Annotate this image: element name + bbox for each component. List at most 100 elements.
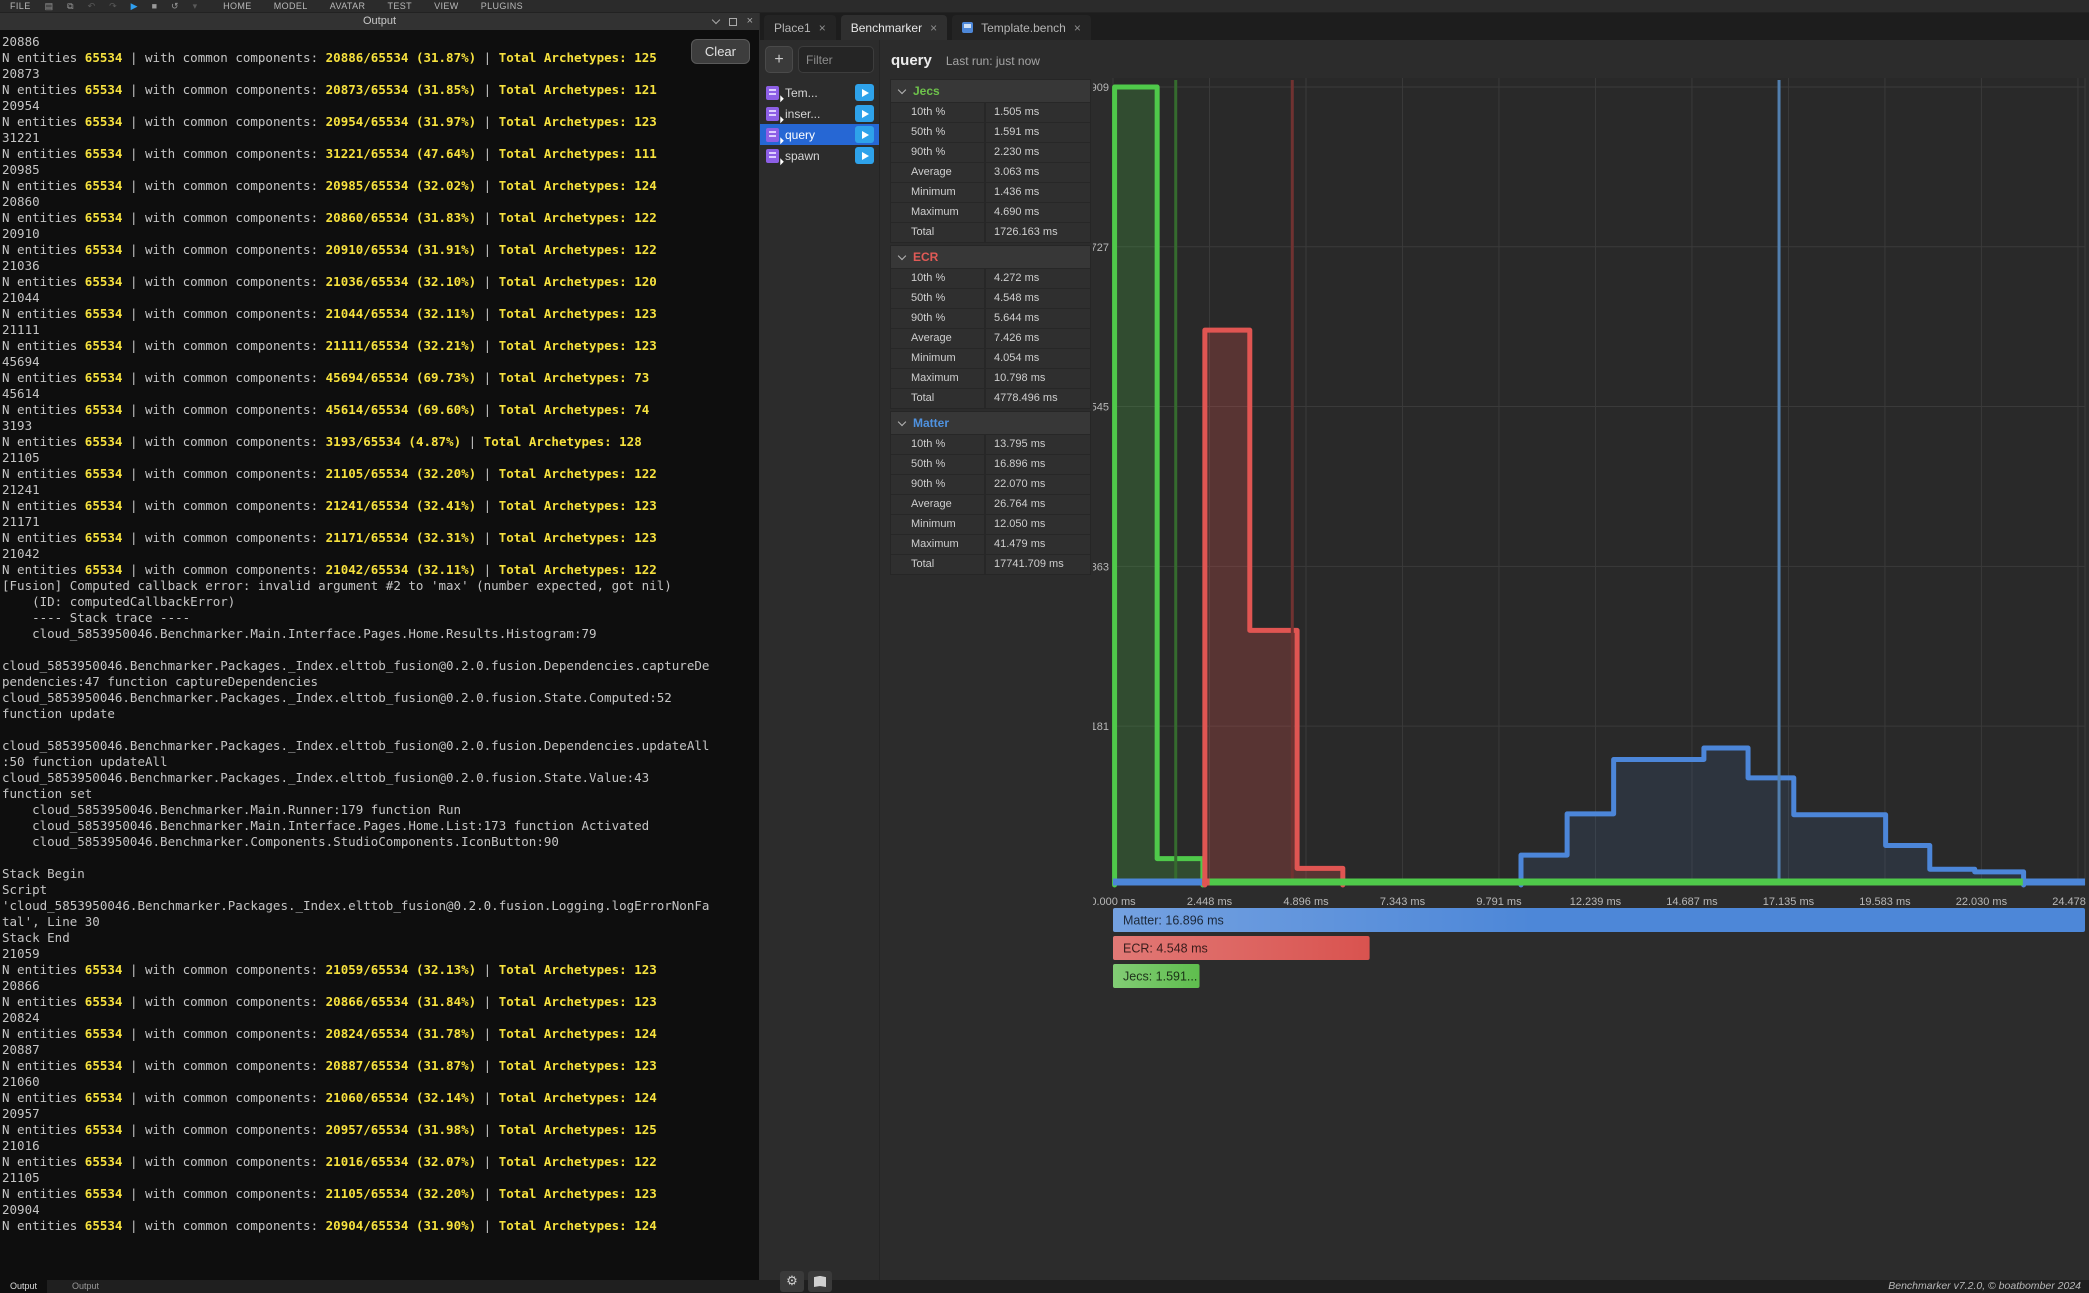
export-icon[interactable]: ⧉ (67, 0, 74, 11)
doc-tab-template-bench[interactable]: Template.bench × (952, 15, 1091, 40)
menu-plugins[interactable]: PLUGINS (480, 1, 523, 11)
stats-row: 90th % 5.644 ms (891, 308, 1090, 328)
play-icon[interactable]: ▶ (130, 0, 138, 11)
menu-model[interactable]: MODEL (273, 1, 308, 11)
log-entity-count: 21111 (2, 322, 40, 337)
log-entry: N entities 65534 | with common component… (2, 1186, 657, 1201)
filter-input[interactable] (798, 46, 874, 73)
log-error-line: Stack Begin (2, 866, 93, 881)
svg-text:363: 363 (1093, 561, 1109, 573)
reset-icon[interactable]: ↺ (171, 0, 179, 11)
stats-section-header[interactable]: ECR (891, 246, 1090, 268)
log-error-line: cloud_5853950046.Benchmarker.Main.Runner… (2, 802, 469, 817)
close-icon[interactable]: × (746, 15, 753, 27)
benchmark-item-inser[interactable]: inser... (760, 103, 879, 124)
log-error-line: cloud_5853950046.Benchmarker.Main.Interf… (2, 626, 605, 641)
menu-home[interactable]: HOME (223, 1, 252, 11)
stats-section-header[interactable]: Matter (891, 412, 1090, 434)
chevron-down-icon[interactable] (711, 15, 720, 25)
redo-icon[interactable]: ↷ (109, 0, 117, 11)
add-benchmark-button[interactable]: + (765, 46, 793, 73)
run-benchmark-button[interactable] (855, 84, 874, 101)
benchmark-item-query[interactable]: query (760, 124, 879, 145)
menu-test[interactable]: TEST (387, 1, 413, 11)
stats-table: Jecs 10th % 1.505 ms 50th % 1.591 ms 90th % 2.… (890, 79, 1091, 577)
svg-text:24.478 ms: 24.478 ms (2052, 896, 2089, 908)
svg-text:0.000 ms: 0.000 ms (1093, 896, 1136, 908)
stat-label: 50th % (891, 289, 986, 308)
stats-row: 90th % 22.070 ms (891, 474, 1090, 494)
script-icon (766, 85, 779, 100)
doc-tab-label: Place1 (774, 20, 811, 35)
log-error-line: cloud_5853950046.Benchmarker.Packages._I… (2, 738, 717, 753)
log-error-line: (ID: computedCallbackError) (2, 594, 243, 609)
benchmark-item-tem[interactable]: Tem... (760, 82, 879, 103)
menu-view[interactable]: VIEW (434, 1, 459, 11)
stat-value: 16.896 ms (994, 458, 1046, 470)
stop-icon[interactable]: ■ (151, 0, 158, 11)
log-error-line: 'cloud_5853950046.Benchmarker.Packages._… (2, 898, 717, 913)
doc-tab-benchmarker[interactable]: Benchmarker × (840, 15, 948, 40)
log-entity-count: 20910 (2, 226, 40, 241)
clear-button[interactable]: Clear (690, 39, 750, 64)
stat-label: 10th % (891, 269, 986, 288)
log-error-line: cloud_5853950046.Benchmarker.Packages._I… (2, 690, 680, 705)
output-titlebar[interactable]: Output × (0, 13, 759, 30)
log-entity-count: 21060 (2, 1074, 40, 1089)
log-entity-count: 20824 (2, 1010, 40, 1025)
log-entity-count: 20985 (2, 162, 40, 177)
stats-row: 50th % 16.896 ms (891, 454, 1090, 474)
bottom-tab-output-2[interactable]: Output (72, 1281, 100, 1291)
chevron-down-icon (897, 85, 907, 95)
run-benchmark-button[interactable] (855, 105, 874, 122)
log-entity-count: 20957 (2, 1106, 40, 1121)
stats-row: Minimum 12.050 ms (891, 514, 1090, 534)
benchmark-item-label: inser... (785, 106, 821, 121)
run-benchmark-button[interactable] (855, 126, 874, 143)
stat-value: 4.548 ms (994, 292, 1040, 304)
log-entity-count: 20866 (2, 978, 40, 993)
docs-book-button[interactable] (808, 1271, 832, 1292)
undo-icon[interactable]: ↶ (87, 0, 96, 11)
stat-value: 4.054 ms (994, 352, 1040, 364)
log-entity-count: 20904 (2, 1202, 40, 1217)
stats-row: 50th % 4.548 ms (891, 288, 1090, 308)
log-entry: N entities 65534 | with common component… (2, 434, 642, 449)
file-menu[interactable]: FILE (10, 1, 31, 11)
tab-close-icon[interactable]: × (1073, 20, 1081, 35)
stat-label: Total (891, 555, 986, 574)
bottom-bar: Output Output ⚙ Benchmarker v7.2.0, © bo… (0, 1271, 2089, 1293)
tab-close-icon[interactable]: × (818, 20, 826, 35)
log-entity-count: 21171 (2, 514, 40, 529)
stats-section-header[interactable]: Jecs (891, 80, 1090, 102)
settings-gear-button[interactable]: ⚙ (780, 1271, 804, 1292)
chevron-down-icon (897, 417, 907, 427)
stat-label: Minimum (891, 515, 986, 534)
log-entry: N entities 65534 | with common component… (2, 1090, 657, 1105)
stat-value: 4.272 ms (994, 272, 1040, 284)
log-error-line: function update (2, 706, 123, 721)
log-entry: N entities 65534 | with common component… (2, 530, 657, 545)
dock-icon[interactable] (728, 17, 737, 26)
histogram-chart[interactable]: 181 363 545 727 909 0.000 ms 2.448 ms 4.896 ms 7… (1090, 58, 2089, 998)
log-entry: N entities 65534 | with common component… (2, 1154, 657, 1169)
log-entry: N entities 65534 | with common component… (2, 1058, 657, 1073)
bottom-tab-output-1[interactable]: Output (0, 1280, 48, 1293)
log-error-line: tal', Line 30 (2, 914, 108, 929)
menu-avatar[interactable]: AVATAR (329, 1, 366, 11)
output-title: Output (362, 15, 397, 27)
clipboard-icon[interactable]: ▤ (44, 0, 54, 11)
output-console[interactable]: 20886 N entities 65534 | with common comp… (0, 30, 759, 1280)
log-entity-count: 21016 (2, 1138, 40, 1153)
svg-text:909: 909 (1093, 82, 1109, 94)
caret-down-icon[interactable]: ▾ (192, 0, 198, 11)
stats-row: 50th % 1.591 ms (891, 122, 1090, 142)
benchmark-item-spawn[interactable]: spawn (760, 145, 879, 166)
log-entity-count: 3193 (2, 418, 33, 433)
log-entry: N entities 65534 | with common component… (2, 962, 657, 977)
doc-tab-place1[interactable]: Place1 × (764, 15, 836, 40)
stat-label: Maximum (891, 535, 986, 554)
tab-close-icon[interactable]: × (930, 20, 938, 35)
log-entity-count: 21059 (2, 946, 40, 961)
run-benchmark-button[interactable] (855, 147, 874, 164)
